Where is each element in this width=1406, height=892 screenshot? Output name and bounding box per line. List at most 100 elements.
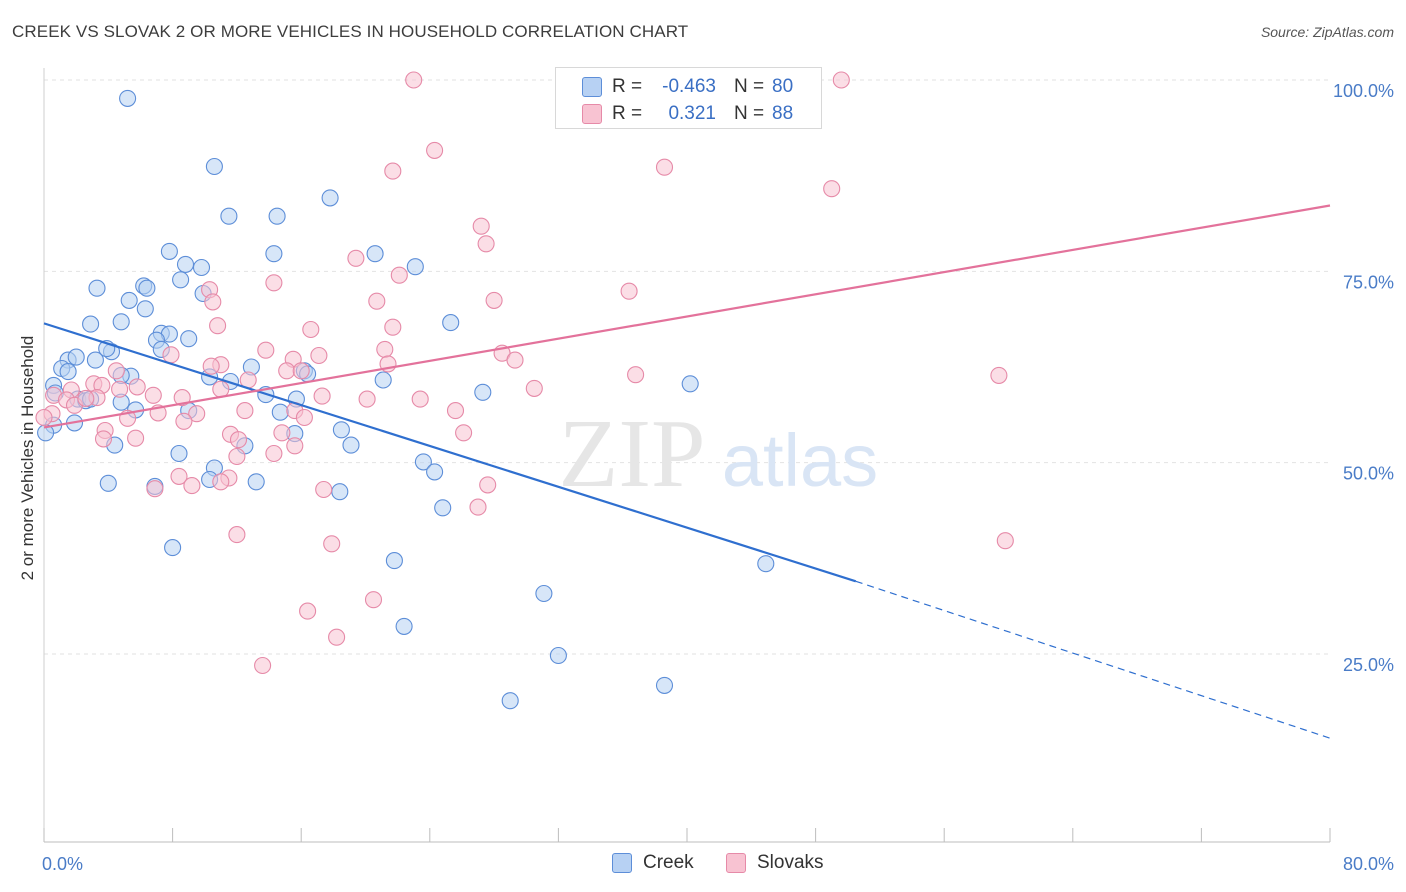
slovak-trend-line [43,204,1331,429]
slovak-point [328,628,346,646]
slovak-point [292,362,310,380]
slovak-point [202,357,220,375]
slovak-point [477,235,495,253]
axis-labels: 25.0% 50.0% 75.0% 100.0% 0.0% 80.0% 2 or more … [18,81,1394,874]
slovak-point [479,476,497,494]
creek-point [757,555,775,573]
slovak-point [188,405,206,423]
slovak-point [315,480,333,499]
creek-point [82,315,100,333]
y-tick-label: 50.0% [1343,464,1394,484]
creek-point [268,207,286,225]
chart-title: CREEK VS SLOVAK 2 OR MORE VEHICLES IN HO… [12,22,689,41]
series-legend: Creek Slovaks [0,850,1406,878]
creek-point [406,258,424,276]
slovak-point [212,380,230,398]
slovak-point [310,346,328,365]
slovak-point [472,217,490,235]
legend-row-slovaks: R = 0.321 N = 88 [556,100,821,128]
slovak-point [209,317,227,335]
slovak-point [525,379,543,397]
slovak-point [228,447,246,466]
creek-point [176,255,195,273]
slovak-point [111,380,129,398]
creek-point [172,271,190,289]
legend-r-label: R = [612,76,643,97]
slovak-point [368,292,386,310]
slovak-point [446,402,465,420]
creek-point [205,157,223,176]
slovak-point [384,318,402,336]
data-points [35,69,1014,710]
creek-trend-line [43,322,857,583]
creek-point [59,363,77,381]
slovak-point [506,351,524,369]
creek-point [265,245,283,263]
creek-point [331,483,349,501]
creek-point [88,279,106,297]
slovak-point [127,429,145,447]
slovak-point [313,387,331,405]
legend-r-label: R = [612,103,643,124]
slovak-point [173,389,191,407]
slovak-point [411,390,429,408]
slovak-point [295,408,313,427]
slovak-point [358,390,376,408]
creek-point [474,383,492,401]
axes [43,68,1331,843]
slovak-point [278,362,296,380]
legend-n-value: 88 [772,103,794,124]
slovak-point [390,266,408,284]
creek-point [342,436,360,454]
slovak-point [627,366,645,384]
legend-label-creek: Creek [643,852,694,873]
legend-swatch-slovaks [582,104,602,124]
creek-point [442,314,460,332]
slovak-point [170,467,188,485]
slovak-point [990,366,1008,384]
creek-point [192,258,211,277]
creek-point [655,676,674,694]
slovak-point [94,430,113,448]
creek-trend-extension [855,580,1331,739]
slovak-point [257,341,275,359]
trend-lines [43,204,1331,739]
creek-point [164,539,182,557]
legend-label-slovaks: Slovaks [757,852,824,873]
slovak-point [323,535,341,553]
slovak-point [175,412,193,430]
slovak-point [996,532,1014,550]
legend-row-creek: R = -0.463 N = 80 [556,73,821,101]
creek-point [160,242,178,260]
slovak-point [655,158,674,176]
slovak-point [146,480,164,498]
watermark-atlas: atlas [722,419,878,502]
legend-swatch-creek [582,77,602,97]
slovak-point [212,473,230,491]
slovak-point [128,378,146,396]
slovak-point [254,656,272,675]
stats-legend: R = -0.463 N = 80 R = 0.321 N = 88 [555,67,822,129]
slovak-point [405,71,423,89]
creek-point [220,207,238,225]
x-tick-label: 80.0% [1343,854,1394,874]
slovak-point [485,291,503,309]
creek-point [374,371,392,389]
legend-swatch-creek [612,853,632,873]
slovak-point [204,293,222,311]
creek-point [112,313,130,331]
slovak-point [107,362,125,380]
slovak-point [823,180,841,198]
watermark-zip: ZIP [559,400,706,508]
creek-point [86,351,104,369]
grid-lines [44,79,1330,655]
slovak-point [384,162,402,180]
slovak-point [236,402,254,420]
creek-point [549,646,567,665]
slovak-point [426,141,444,159]
slovak-point [347,249,365,267]
slovak-point [265,274,283,292]
x-tick-label: 0.0% [42,854,83,874]
slovak-point [273,424,291,442]
